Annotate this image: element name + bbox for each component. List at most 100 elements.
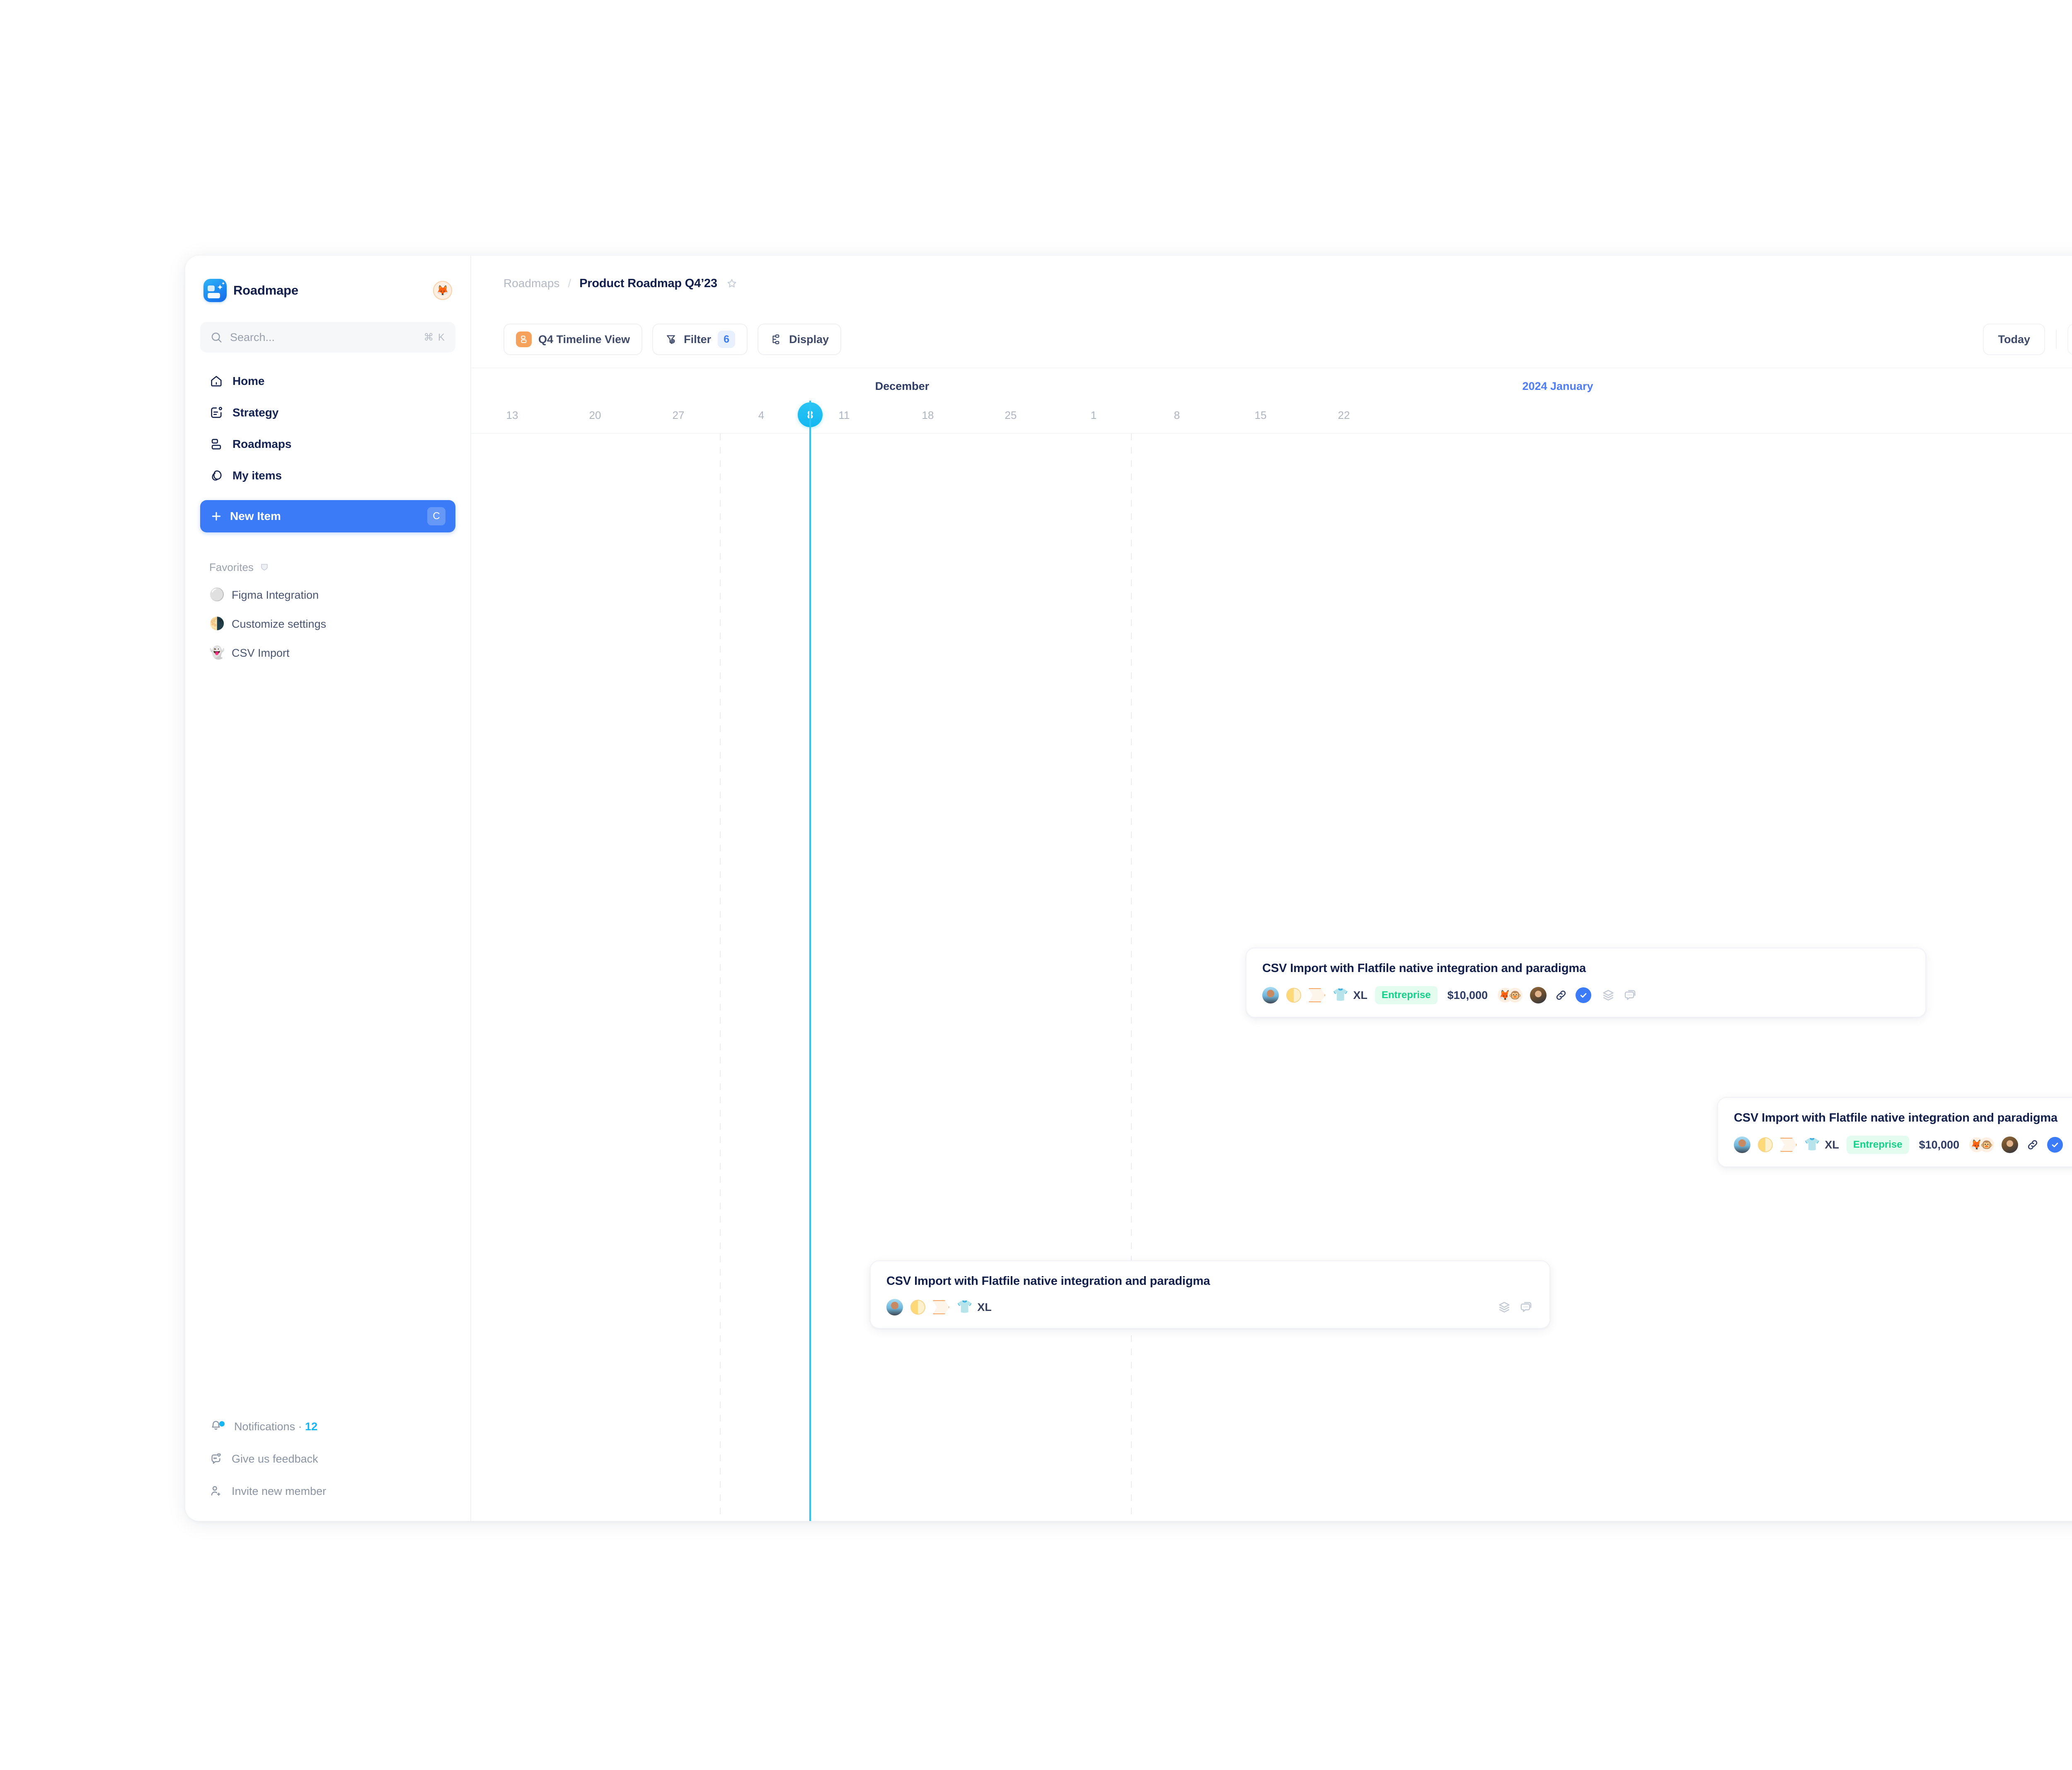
main-area: Roadmaps / Product Roadmap Q4’23 Share	[471, 256, 2072, 1521]
comment-button[interactable]	[1520, 1300, 1534, 1314]
collaborator-avatars[interactable]: 🦊 🐵	[1969, 1137, 1995, 1152]
tshirt-size-icon: 👕	[957, 1300, 973, 1314]
completed-check-badge[interactable]	[1576, 987, 1592, 1003]
link-button[interactable]	[2026, 1138, 2040, 1152]
strategy-icon	[211, 406, 223, 418]
layers-button[interactable]	[1601, 988, 1615, 1002]
favorite-star-button[interactable]	[726, 277, 738, 290]
link-button[interactable]	[1554, 988, 1568, 1002]
avatar-emoji: 🦊	[436, 285, 449, 296]
sidebar-item-notifications[interactable]: Notifications · 12	[200, 1413, 455, 1440]
priority-chevron-icon[interactable]	[1309, 988, 1325, 1002]
collaborator-avatars[interactable]: 🦊 🐵	[1498, 988, 1523, 1003]
completed-check-badge[interactable]	[2047, 1137, 2063, 1153]
size-label: XL	[1825, 1138, 1839, 1151]
size-label: XL	[977, 1301, 992, 1313]
timeline-day-label: 25	[1005, 409, 1017, 421]
csv-import-emoji-icon: 👻	[209, 646, 225, 660]
new-item-shortcut: C	[427, 507, 445, 525]
home-icon	[211, 376, 222, 387]
check-icon	[2052, 1142, 2058, 1147]
breadcrumb-separator: /	[568, 277, 571, 290]
search-placeholder: Search...	[230, 331, 275, 343]
sidebar-item-home[interactable]: Home	[200, 367, 455, 396]
timeline-body[interactable]: CSV Import with Flatfile native integrat…	[471, 401, 2072, 1521]
layers-button[interactable]	[1497, 1300, 1511, 1314]
display-label: Display	[789, 333, 829, 346]
favorite-item-csv-import[interactable]: 👻 CSV Import	[200, 640, 455, 666]
sidebar-item-label: Home	[232, 375, 265, 387]
filter-label: Filter	[684, 333, 712, 346]
segment-tag[interactable]: Entreprise	[1846, 1136, 1909, 1154]
favorite-item-figma-integration[interactable]: ⚪ Figma Integration	[200, 582, 455, 608]
search-icon	[211, 332, 222, 343]
reviewer-avatar[interactable]	[2002, 1136, 2019, 1153]
star-icon	[727, 279, 736, 288]
sidebar-item-roadmaps[interactable]: Roadmaps	[200, 430, 455, 459]
filter-icon	[667, 335, 675, 344]
customize-settings-emoji-icon: 🌗	[209, 617, 225, 631]
invite-icon	[211, 1486, 220, 1496]
toolbar-right-group: Today	[1983, 324, 2072, 355]
favorite-item-label: CSV Import	[232, 646, 290, 659]
figma-integration-emoji-icon: ⚪	[209, 588, 225, 602]
my-items-icon	[212, 470, 222, 481]
reviewer-avatar[interactable]	[1530, 987, 1547, 1003]
sidebar-item-my-items[interactable]: My items	[200, 461, 455, 490]
assignee-avatar[interactable]	[1734, 1136, 1750, 1153]
timeline-day-label: 8	[1174, 409, 1180, 421]
feedback-label: Give us feedback	[232, 1452, 318, 1465]
timeline-card[interactable]: CSV Import with Flatfile native integrat…	[1717, 1097, 2072, 1167]
priority-chevron-icon[interactable]	[933, 1300, 949, 1314]
status-half-icon[interactable]	[1758, 1137, 1773, 1152]
brand-name: Roadmape	[233, 283, 298, 297]
toolbar-divider	[2056, 330, 2057, 349]
size-label: XL	[1353, 989, 1368, 1001]
today-button[interactable]: Today	[1983, 324, 2045, 355]
link-icon	[1556, 990, 1566, 1000]
assignee-avatar[interactable]	[1262, 987, 1279, 1003]
timeline-grid-line	[720, 434, 721, 1521]
favorites-header[interactable]: Favorites	[200, 556, 455, 578]
search-input[interactable]: Search... ⌘ K	[200, 322, 455, 353]
sidebar-item-strategy[interactable]: Strategy	[200, 398, 455, 427]
sidebar-item-feedback[interactable]: Give us feedback	[200, 1446, 455, 1472]
timeline-card[interactable]: CSV Import with Flatfile native integrat…	[1246, 948, 1926, 1018]
sidebar-item-label: Strategy	[232, 406, 279, 419]
check-icon	[1580, 993, 1587, 998]
brand-row[interactable]: ✦ ✦ Roadmape 🦊	[200, 276, 455, 305]
timeline-card-title: CSV Import with Flatfile native integrat…	[1734, 1111, 2057, 1124]
timeline-month-label: December	[875, 380, 929, 392]
layers-icon	[1499, 1302, 1510, 1313]
invite-label: Invite new member	[232, 1485, 327, 1497]
breadcrumb-parent[interactable]: Roadmaps	[503, 277, 560, 290]
display-button[interactable]: Display	[758, 324, 842, 355]
view-selector-button[interactable]: Q4 Timeline View	[503, 324, 643, 355]
favorite-item-label: Customize settings	[232, 617, 327, 630]
sidebar-item-invite-member[interactable]: Invite new member	[200, 1478, 455, 1504]
tshirt-size-icon: 👕	[1333, 988, 1348, 1002]
status-half-icon[interactable]	[1286, 988, 1301, 1003]
card-actions	[1497, 1300, 1534, 1314]
new-item-button[interactable]: New Item C	[200, 500, 455, 532]
favorite-item-label: Figma Integration	[232, 588, 319, 601]
status-half-icon[interactable]	[910, 1300, 925, 1315]
priority-chevron-icon[interactable]	[1780, 1138, 1797, 1152]
notification-dot	[219, 1421, 225, 1427]
segment-tag[interactable]: Entreprise	[1375, 986, 1438, 1004]
view-label: Q4 Timeline View	[538, 333, 630, 346]
favorite-item-customize-settings[interactable]: 🌗 Customize settings	[200, 611, 455, 637]
info-button[interactable]	[2067, 324, 2072, 355]
timeline-card-meta-row: 👕 XL Entreprise $10,000 🦊 🐵	[1262, 986, 1910, 1004]
timeline-day-label: 4	[758, 409, 765, 421]
timeline-card[interactable]: CSV Import with Flatfile native integrat…	[870, 1260, 1550, 1329]
filter-button[interactable]: Filter 6	[652, 324, 748, 355]
timeline-day-label: 22	[1338, 409, 1350, 421]
user-avatar[interactable]: 🦊	[433, 281, 452, 300]
assignee-avatar[interactable]	[886, 1299, 903, 1315]
comment-button[interactable]	[1624, 988, 1638, 1002]
favorites-list: ⚪ Figma Integration 🌗 Customize settings…	[200, 582, 455, 666]
comment-icon	[1520, 1302, 1532, 1312]
